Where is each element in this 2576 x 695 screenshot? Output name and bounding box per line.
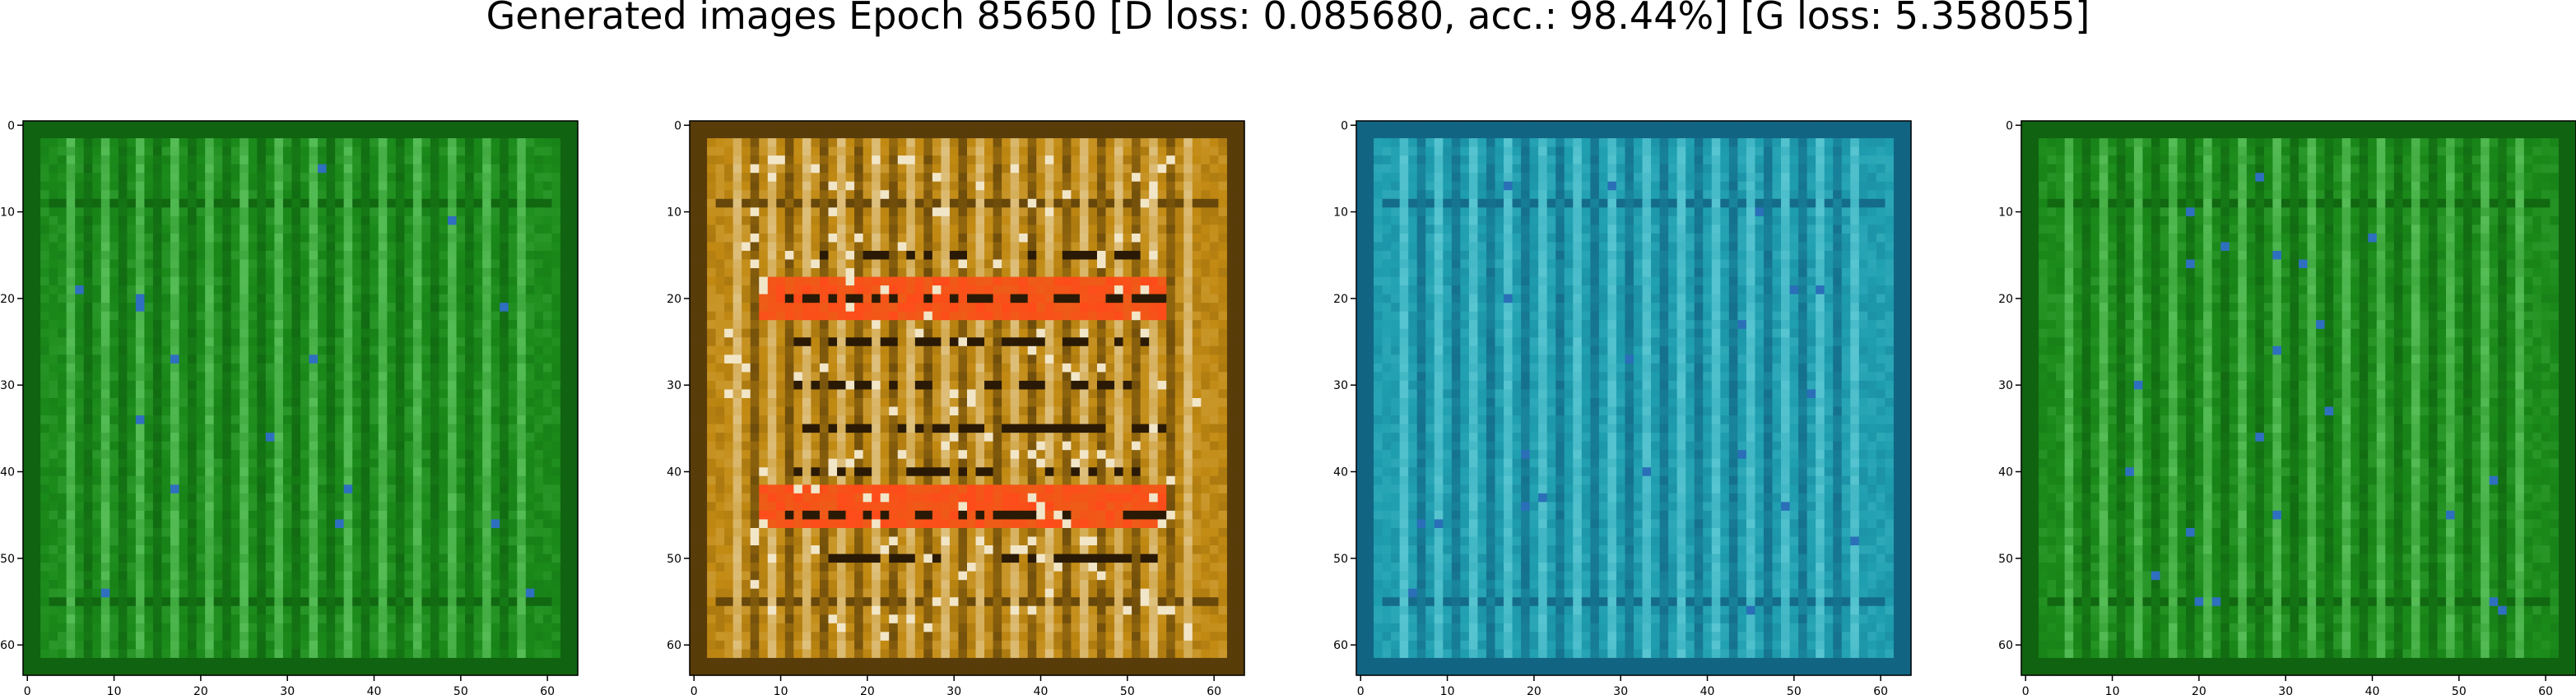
y-tick-label: 40: [1998, 466, 2013, 480]
x-tick-label: 50: [1120, 685, 1135, 695]
axes-frame: [689, 120, 1245, 676]
y-tick-label: 20: [1333, 293, 1348, 306]
axes-frame: [1355, 120, 1912, 676]
x-tick-label: 10: [1440, 685, 1455, 695]
x-tick-label: 10: [107, 685, 122, 695]
generated-image: [690, 121, 1245, 676]
y-tick-label: 40: [0, 466, 15, 480]
x-tick-label: 60: [1207, 685, 1221, 695]
y-tick-label: 0: [674, 119, 681, 132]
y-tick-label: 50: [1998, 553, 2013, 566]
y-tick-label: 20: [667, 293, 681, 306]
x-tick-label: 20: [2192, 685, 2206, 695]
y-tick-label: 10: [1998, 206, 2013, 220]
x-tick-label: 50: [2452, 685, 2467, 695]
y-tick-label: 10: [0, 206, 15, 220]
x-tick-label: 60: [2538, 685, 2553, 695]
figure-title: Generated images Epoch 85650 [D loss: 0.…: [486, 0, 2090, 38]
x-tick-label: 0: [1357, 685, 1365, 695]
y-tick-label: 30: [1998, 379, 2013, 392]
x-tick-label: 40: [367, 685, 382, 695]
x-tick-label: 30: [280, 685, 295, 695]
x-tick-label: 0: [690, 685, 698, 695]
y-tick-label: 30: [0, 379, 15, 392]
x-tick-label: 10: [774, 685, 788, 695]
x-tick-label: 50: [453, 685, 468, 695]
axes-frame: [2020, 120, 2576, 676]
y-tick-label: 60: [667, 639, 681, 652]
y-tick-label: 50: [0, 553, 15, 566]
y-tick-label: 30: [667, 379, 681, 392]
y-tick-label: 60: [0, 639, 15, 652]
y-tick-label: 30: [1333, 379, 1348, 392]
y-tick-label: 0: [1341, 119, 1348, 132]
x-tick-label: 30: [1613, 685, 1628, 695]
x-tick-label: 40: [2365, 685, 2380, 695]
y-tick-label: 0: [7, 119, 15, 132]
y-tick-label: 10: [667, 206, 681, 220]
x-tick-label: 20: [1527, 685, 1541, 695]
x-tick-label: 0: [2022, 685, 2030, 695]
x-tick-label: 10: [2105, 685, 2120, 695]
y-tick-label: 0: [2006, 119, 2013, 132]
y-tick-label: 20: [0, 293, 15, 306]
generated-image: [23, 121, 579, 676]
axes-frame: [22, 120, 579, 676]
x-tick-label: 60: [540, 685, 555, 695]
x-tick-label: 0: [24, 685, 31, 695]
y-tick-label: 40: [667, 466, 681, 480]
generated-image: [2021, 121, 2576, 676]
x-tick-label: 20: [860, 685, 875, 695]
y-tick-label: 60: [1333, 639, 1348, 652]
y-tick-label: 20: [1998, 293, 2013, 306]
x-tick-label: 40: [1034, 685, 1049, 695]
y-tick-label: 50: [667, 553, 681, 566]
y-tick-label: 50: [1333, 553, 1348, 566]
y-tick-label: 10: [1333, 206, 1348, 220]
x-tick-label: 50: [1787, 685, 1802, 695]
x-tick-label: 60: [1873, 685, 1888, 695]
x-tick-label: 40: [1700, 685, 1715, 695]
y-tick-label: 60: [1998, 639, 2013, 652]
generated-image: [1356, 121, 1912, 676]
x-tick-label: 20: [193, 685, 208, 695]
x-tick-label: 30: [2278, 685, 2293, 695]
y-tick-label: 40: [1333, 466, 1348, 480]
x-tick-label: 30: [946, 685, 961, 695]
